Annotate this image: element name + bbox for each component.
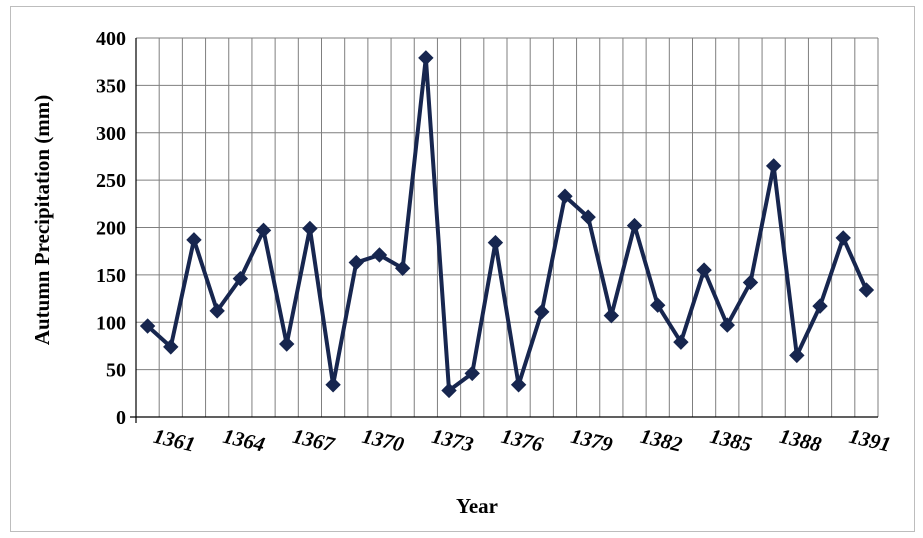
data-point-marker	[673, 334, 689, 350]
data-point-marker	[209, 303, 225, 319]
chart-frame: 0 50 100 150 200 250 300 350 400 1361 1364 1367 137…	[10, 6, 915, 532]
data-point-marker	[186, 232, 202, 248]
x-tick-label: 1382	[638, 424, 685, 457]
y-tick-label: 150	[96, 265, 126, 287]
data-point-marker	[302, 220, 318, 237]
series-autumn-precipitation	[139, 50, 875, 399]
x-tick-label: 1373	[429, 424, 475, 457]
x-tick-label: 1379	[569, 424, 616, 457]
gridlines	[130, 37, 879, 423]
data-point-marker	[765, 158, 782, 174]
data-point-marker	[348, 254, 364, 271]
data-point-marker	[719, 317, 735, 333]
data-point-marker	[418, 50, 434, 66]
data-point-marker	[534, 304, 550, 320]
data-point-marker	[626, 217, 643, 234]
x-tick-label: 1376	[499, 424, 546, 457]
x-tick-label: 1388	[777, 424, 824, 457]
data-point-marker	[789, 347, 805, 364]
y-tick-label: 250	[96, 170, 126, 192]
data-point-marker	[510, 377, 527, 393]
x-axis-ticks: 1361 1364 1367 1370 1373 1376 1379 1382 1385 1388…	[151, 424, 893, 457]
data-point-marker	[232, 270, 249, 287]
data-point-marker	[696, 262, 712, 278]
y-axis-ticks: 0 50 100 150 200 250 300 350 400	[96, 28, 126, 429]
x-tick-label: 1385	[708, 424, 754, 457]
y-tick-label: 50	[106, 360, 126, 382]
x-axis-title: Year	[456, 494, 498, 518]
data-point-marker	[835, 230, 851, 246]
data-point-marker	[812, 298, 828, 314]
data-point-marker	[163, 339, 179, 355]
data-point-marker	[139, 318, 156, 334]
x-tick-label: 1370	[360, 424, 407, 457]
y-tick-label: 300	[96, 123, 126, 145]
y-tick-label: 100	[96, 312, 126, 334]
data-point-marker	[650, 297, 666, 313]
x-tick-label: 1361	[151, 424, 197, 457]
y-tick-label: 400	[96, 28, 126, 50]
line-chart: 0 50 100 150 200 250 300 350 400 1361 1364 1367 137…	[30, 28, 893, 518]
y-axis-title: Autumn Precipitation (mm)	[30, 95, 54, 345]
x-tick-label: 1391	[847, 424, 893, 457]
x-tick-label: 1367	[290, 424, 338, 457]
data-point-marker	[742, 274, 759, 291]
data-point-marker	[325, 377, 341, 393]
data-point-marker	[441, 382, 457, 399]
x-tick-label: 1364	[221, 424, 267, 457]
data-point-marker	[603, 307, 620, 324]
data-point-marker	[255, 222, 272, 239]
y-tick-label: 0	[116, 407, 126, 429]
data-point-marker	[580, 209, 596, 225]
data-point-marker	[279, 336, 295, 352]
data-point-marker	[487, 234, 504, 251]
y-tick-label: 200	[96, 218, 126, 240]
y-tick-label: 350	[96, 75, 126, 97]
series-line	[146, 55, 869, 393]
data-point-marker	[858, 282, 875, 298]
data-point-marker	[464, 365, 480, 382]
data-point-marker	[557, 188, 573, 204]
data-point-marker	[394, 260, 411, 276]
data-point-marker	[371, 247, 388, 263]
